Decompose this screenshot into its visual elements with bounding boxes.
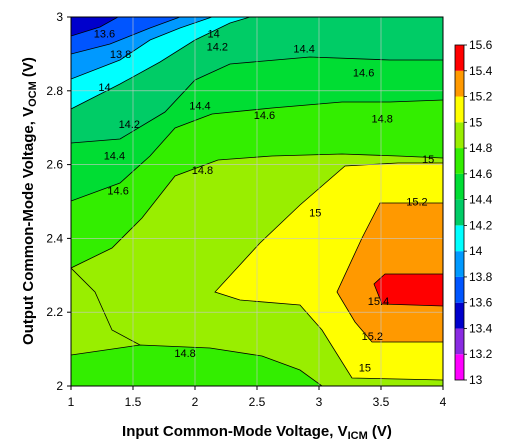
contour-label: 14.6 [254, 110, 275, 122]
contour-label: 14.8 [192, 165, 213, 177]
contour-line-14-2 [71, 56, 443, 144]
contour-line-13-6 [71, 17, 119, 37]
colorbar-segment [455, 96, 464, 123]
contour-line-15-2 [336, 202, 443, 343]
y-tick-label: 2.2 [46, 305, 63, 319]
contour-line-14-8-left [71, 267, 141, 346]
x-axis-title: Input Common-Mode Voltage, VICM (V) [122, 423, 392, 441]
colorbar-tick-label: 14.2 [469, 218, 493, 232]
colorbar-segment [455, 302, 464, 329]
colorbar-frame [454, 44, 465, 381]
colorbar-segment [455, 122, 464, 149]
contour-fill-15-2-to-15-4 [337, 203, 443, 342]
contour-label: 14.2 [119, 119, 140, 131]
y-tick-label: 3 [56, 10, 63, 24]
colorbar-tick-label: 14.4 [469, 193, 493, 207]
colorbar-tick-label: 15.2 [469, 90, 493, 104]
y-axis-title-main: Output Common-Mode Voltage, V [20, 107, 37, 345]
contour-fill-15-4-to-15-6 [374, 274, 443, 306]
colorbar: 13 13.2 13.4 13.6 13.8 14 14.2 14.4 14.6 14.8 15 15… [454, 38, 493, 387]
x-tick-label: 3.5 [373, 395, 390, 409]
contour-line-15-4 [373, 273, 443, 307]
y-tick-label: 2.6 [46, 158, 63, 172]
colorbar-segment [455, 354, 464, 380]
contour-fill-13-4-to-13-6 [71, 17, 118, 36]
contour-label: 15 [422, 154, 434, 166]
contour-line-14-4 [71, 99, 443, 202]
colorbar-segment [455, 199, 464, 226]
contour-label: 13.8 [110, 49, 131, 61]
contour-lines [71, 17, 443, 386]
contour-label: 14.6 [353, 67, 374, 79]
x-axis-title-sub: ICM [348, 430, 368, 441]
contour-label: 14.8 [372, 113, 393, 125]
colorbar-tick-label: 13.6 [469, 296, 493, 310]
contour-label: 14.6 [107, 185, 128, 197]
colorbar-tick-label: 15 [469, 115, 483, 129]
colorbar-tick-label: 13.4 [469, 321, 493, 335]
contour-line-13-8 [71, 17, 181, 55]
y-axis-title: Output Common-Mode Voltage, VOCM (V) [20, 57, 39, 345]
x-axis-ticks: 1 1.5 2 2.5 3 3.5 4 [68, 386, 447, 409]
contour-line-14-8 [71, 344, 323, 386]
colorbar-tick-label: 14.6 [469, 167, 493, 181]
x-tick-label: 1 [68, 395, 75, 409]
contour-label: 15.4 [368, 296, 389, 308]
x-tick-label: 2.5 [249, 395, 266, 409]
colorbar-segment [455, 251, 464, 277]
contour-label: 14.2 [207, 42, 228, 54]
colorbar-tick-label: 14.8 [469, 141, 493, 155]
contour-line-14-6 [71, 153, 443, 269]
contour-label: 14 [98, 82, 110, 94]
contour-label: 14.4 [293, 43, 314, 55]
x-tick-label: 3 [316, 395, 323, 409]
y-axis-ticks: 2 2.2 2.4 2.6 2.8 3 [46, 10, 71, 393]
y-tick-label: 2.8 [46, 84, 63, 98]
contour-label: 14.4 [104, 150, 125, 162]
y-tick-label: 2 [56, 379, 63, 393]
colorbar-segment [455, 148, 464, 174]
colorbar-tick-label: 15.6 [469, 38, 493, 52]
x-axis-title-main: Input Common-Mode Voltage, V [122, 423, 348, 440]
colorbar-segment [455, 328, 464, 355]
colorbar-segment [455, 70, 464, 97]
contour-label: 15 [309, 208, 321, 220]
y-axis-title-sub: OCM [27, 81, 39, 107]
colorbar-segment [455, 225, 464, 252]
contour-line-14b [71, 17, 251, 110]
x-axis-title-unit: (V) [368, 423, 392, 440]
colorbar-segment [455, 276, 464, 303]
colorbar-segment [455, 173, 464, 200]
x-tick-label: 1.5 [125, 395, 142, 409]
colorbar-segment [455, 45, 464, 71]
contour-label: 14.4 [189, 101, 210, 113]
x-tick-label: 2 [192, 395, 199, 409]
y-tick-label: 2.4 [46, 231, 63, 245]
contour-line-14a [71, 17, 213, 80]
contour-label: 15.2 [362, 331, 383, 343]
x-tick-label: 4 [440, 395, 447, 409]
contour-label: 14 [207, 29, 219, 41]
colorbar-tick-label: 13 [469, 373, 483, 387]
contour-label: 15 [359, 363, 371, 375]
colorbar-tick-label: 13.8 [469, 270, 493, 284]
grid-lines [70, 16, 444, 387]
contour-fill-14-6-to-14-8-bottom [71, 345, 322, 386]
contour-labels: 13.613.8141414.214.214.414.414.414.614.6… [94, 29, 434, 375]
contour-label: 15.2 [406, 197, 427, 209]
contour-line-15 [214, 162, 443, 381]
colorbar-tick-label: 13.2 [469, 347, 493, 361]
contour-label: 13.6 [94, 29, 115, 41]
contour-label: 14.8 [174, 348, 195, 360]
colorbar-tick-label: 14 [469, 244, 483, 258]
y-axis-title-unit: (V) [20, 57, 37, 81]
colorbar-tick-label: 15.4 [469, 64, 493, 78]
